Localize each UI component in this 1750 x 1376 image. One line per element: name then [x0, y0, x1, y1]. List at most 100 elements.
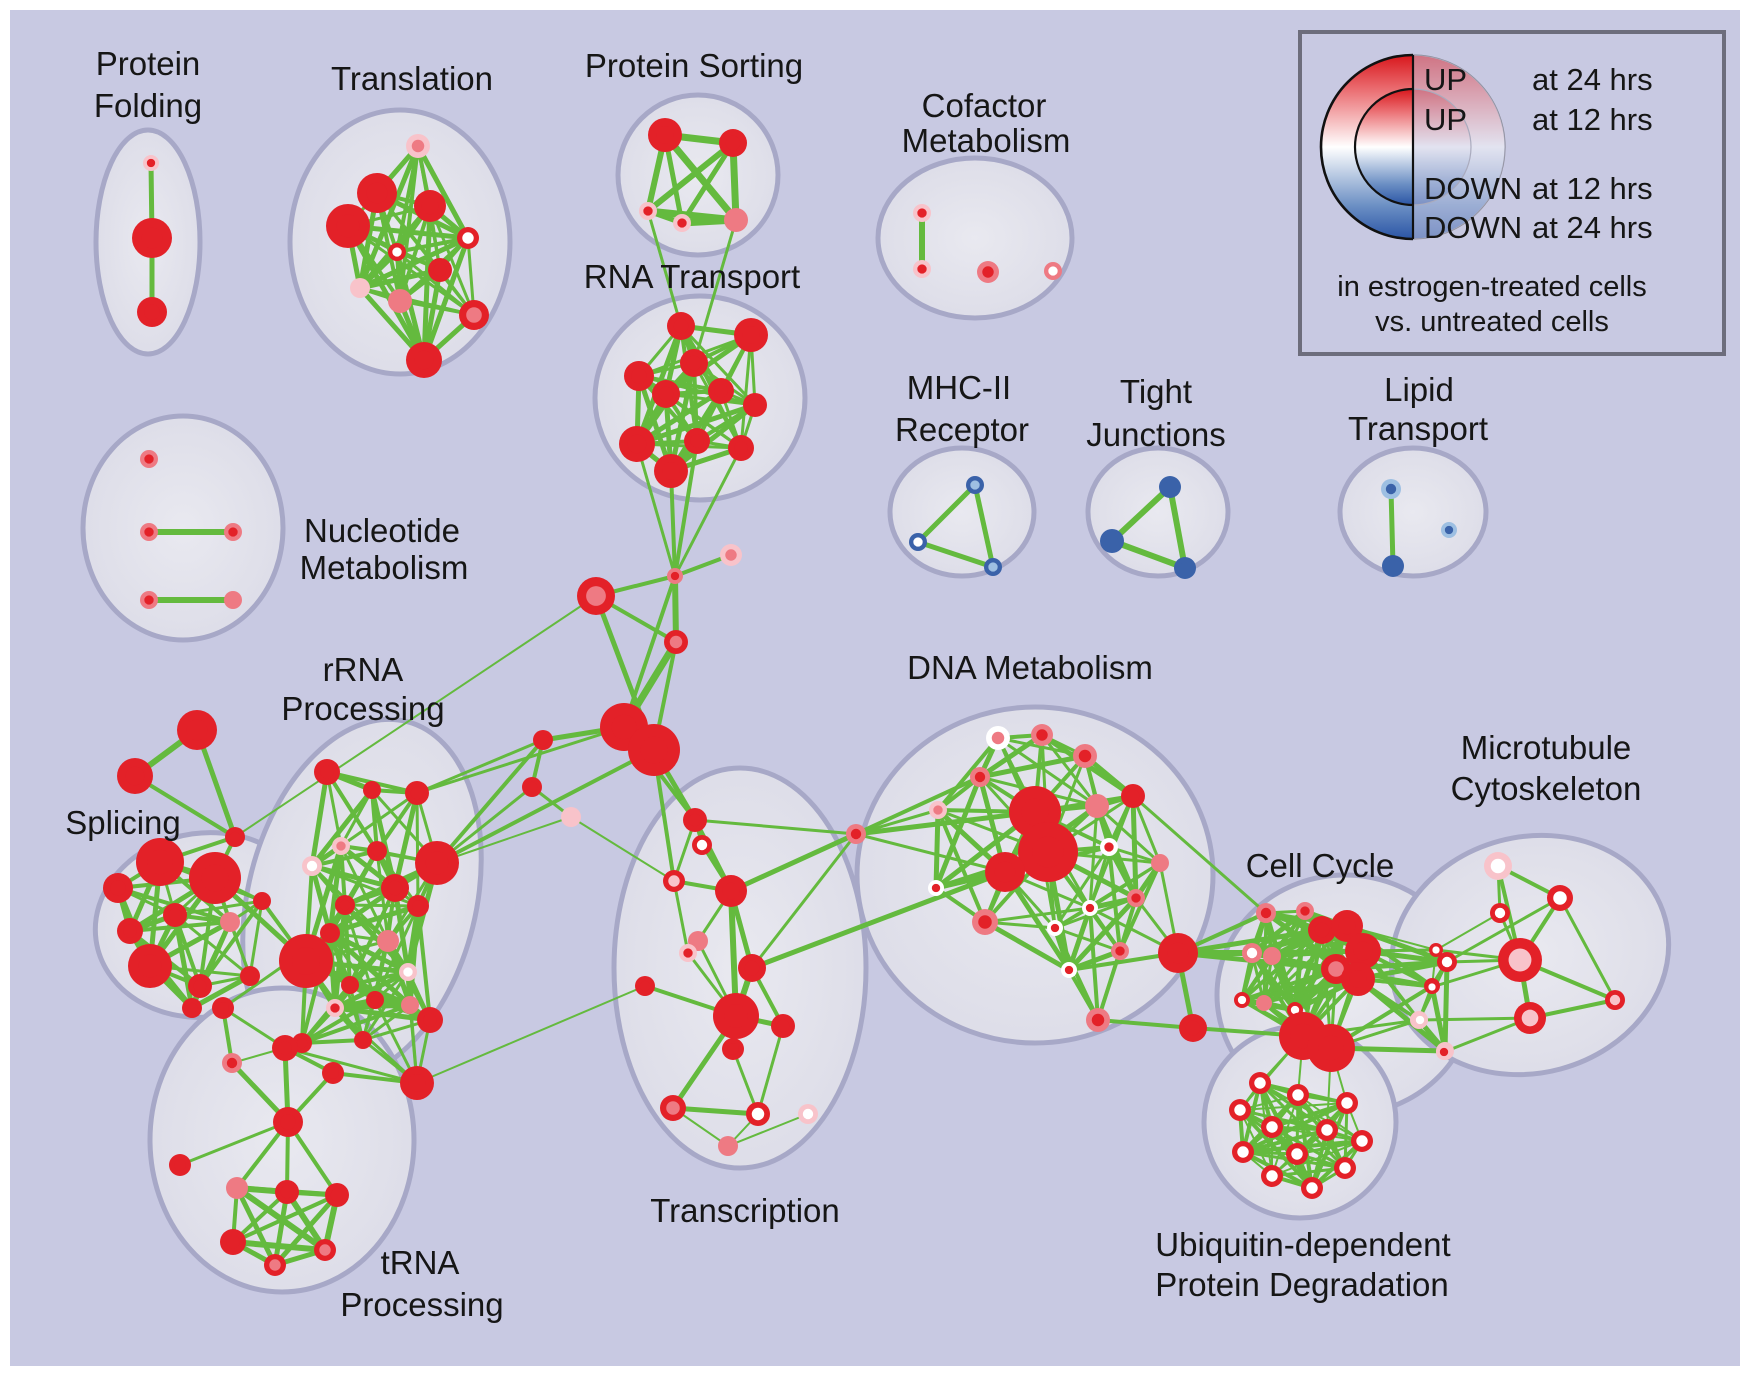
edge: [231, 1193, 339, 1244]
node-rrna-8: [335, 895, 355, 915]
node-trna-0: [212, 997, 234, 1019]
node-inner-disc: [186, 1002, 198, 1014]
node-inner-disc: [1167, 942, 1189, 964]
node-inner-disc: [324, 927, 336, 939]
edge: [343, 903, 377, 1002]
edge: [1053, 926, 1122, 953]
node-trna-3: [322, 1062, 344, 1084]
node-dna-0: [846, 824, 866, 844]
node-inner-disc: [1126, 789, 1140, 803]
node-microtubule-2: [1490, 903, 1510, 923]
node-rna-transport-4: [652, 380, 680, 408]
node-dna-14: [972, 909, 998, 935]
edge: [234, 595, 597, 838]
node-inner-disc: [669, 635, 683, 649]
edge: [343, 903, 420, 908]
node-rna-transport-5: [708, 378, 734, 404]
node-cellcycle-12: [1256, 995, 1272, 1011]
node-transcription-3: [692, 835, 712, 855]
node-dna-18: [1047, 920, 1063, 936]
node-rrna-12: [377, 930, 399, 952]
node-rrna-21: [400, 1066, 434, 1100]
node-rrna-7: [381, 874, 409, 902]
edge: [1388, 486, 1396, 569]
node-inner-disc: [291, 946, 321, 976]
node-inner-disc: [462, 232, 474, 244]
node-inner-disc: [1105, 534, 1119, 548]
cluster-label-cofactor: Metabolism: [902, 122, 1071, 159]
node-inner-disc: [850, 828, 862, 840]
node-inner-disc: [1091, 1013, 1105, 1027]
node-inner-disc: [425, 851, 449, 875]
node-inner-disc: [1387, 560, 1399, 572]
node-inner-disc: [403, 967, 413, 977]
node-inner-disc: [1237, 1146, 1249, 1158]
edge: [1106, 844, 1139, 901]
node-microtubule-9: [1436, 1044, 1452, 1060]
node-protein-sorting-1: [719, 129, 747, 157]
node-inner-disc: [611, 714, 637, 740]
edge: [1344, 923, 1450, 965]
edge: [327, 903, 421, 936]
node-inner-disc: [917, 208, 927, 218]
node-inner-disc: [412, 900, 424, 912]
node-trna-5: [169, 1154, 191, 1176]
node-trna-7: [275, 1180, 299, 1204]
node-inner-disc: [970, 480, 980, 490]
edge: [1355, 976, 1448, 1054]
cluster-lipid-transport-ellipse: [1337, 445, 1489, 579]
node-inner-disc: [727, 1043, 739, 1055]
edge: [339, 844, 390, 943]
node-inner-disc: [1259, 998, 1269, 1008]
node-inner-disc: [725, 549, 737, 561]
node-inner-disc: [110, 880, 126, 896]
node-rna-transport-9: [728, 435, 754, 461]
node-inner-disc: [339, 899, 351, 911]
node-trna-9: [220, 1229, 246, 1255]
node-inner-disc: [1356, 1135, 1368, 1147]
cluster-label-trna: Processing: [340, 1286, 503, 1323]
node-inner-disc: [1415, 1015, 1425, 1025]
cluster-label-rna-transport: RNA Transport: [584, 258, 800, 295]
edge: [749, 869, 1008, 971]
node-hub-3: [664, 630, 688, 654]
edge: [1442, 959, 1450, 1054]
node-rna-transport-6: [743, 393, 767, 417]
edge: [332, 1005, 433, 1023]
cluster-cofactor-ellipse: [875, 155, 1075, 321]
node-inner-disc: [1553, 891, 1567, 905]
node-inner-disc: [421, 197, 439, 215]
node-inner-disc: [1291, 1148, 1303, 1160]
edge: [310, 849, 379, 868]
node-inner-disc: [526, 781, 538, 793]
node-inner-disc: [147, 849, 173, 875]
node-microtubule-3: [1498, 938, 1542, 982]
node-translation-1: [357, 173, 397, 213]
edge: [230, 1239, 328, 1253]
node-cellcycle-11: [1234, 992, 1250, 1008]
node-hub-5: [522, 777, 542, 797]
edge: [416, 985, 646, 1084]
node-rrna-17: [417, 1007, 443, 1033]
node-inner-disc: [1131, 893, 1141, 903]
node-inner-disc: [1179, 562, 1191, 574]
node-inner-disc: [411, 139, 425, 153]
legend-down12-label: DOWN: [1424, 171, 1522, 206]
node-translation-2: [414, 190, 446, 222]
node-inner-disc: [1078, 749, 1092, 763]
edge: [1297, 1094, 1363, 1142]
node-inner-disc: [392, 247, 402, 257]
node-rna-transport-2: [680, 349, 708, 377]
legend-box: [1298, 30, 1726, 356]
edge: [272, 1189, 290, 1268]
node-ubiquitin-8: [1286, 1143, 1308, 1165]
node-inner-disc: [125, 766, 145, 786]
edge: [1240, 967, 1338, 1002]
node-transcription-8: [738, 954, 766, 982]
edge: [1095, 804, 1162, 865]
node-nucleotide-0: [140, 450, 158, 468]
node-inner-disc: [537, 734, 549, 746]
node-inner-disc: [371, 845, 383, 857]
